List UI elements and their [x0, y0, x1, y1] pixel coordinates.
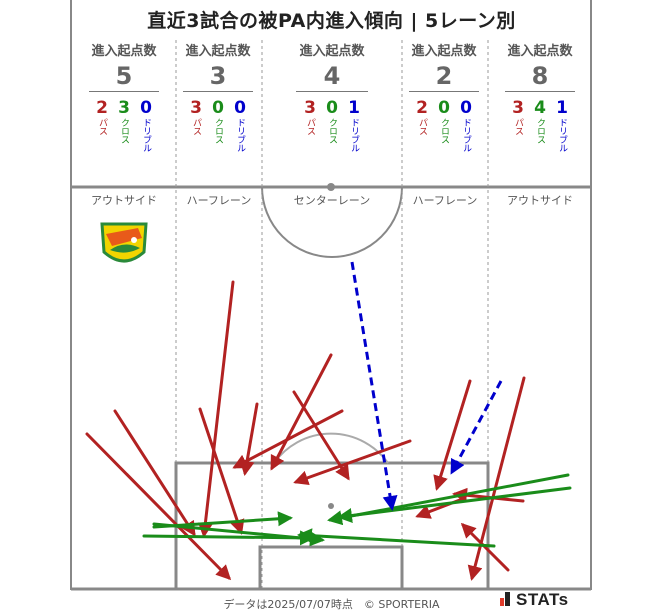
- jef-united-crest-icon: [100, 222, 148, 263]
- lane-divider: [409, 91, 479, 92]
- goal-area: [258, 545, 404, 591]
- cross-arrow: [337, 486, 572, 523]
- dribble-count: 1: [556, 98, 568, 118]
- penalty-spot: [328, 503, 334, 509]
- pass-arrow: [198, 407, 245, 535]
- center-spot: [327, 183, 335, 191]
- stats-logo-icon: [500, 591, 512, 606]
- pass-arrow: [232, 409, 344, 469]
- pass-count: 3: [512, 98, 524, 118]
- lane-divider: [183, 91, 253, 92]
- dribble-count: 1: [348, 98, 360, 118]
- cross-arrow: [142, 530, 315, 546]
- cross-label: クロス: [535, 118, 545, 144]
- cross-count: 3: [118, 98, 130, 118]
- pass-arrow: [292, 390, 350, 481]
- dribble-count: 0: [140, 98, 152, 118]
- pass-arrow: [270, 353, 333, 471]
- pass-count: 2: [416, 98, 428, 118]
- dribble-arrow: [450, 380, 503, 475]
- brand-logo: STATs: [500, 590, 569, 610]
- footer-note: データは2025/07/07時点 © SPORTERIA: [223, 598, 440, 611]
- lane-name-outside-right: アウトサイド: [507, 194, 573, 207]
- pass-label: パス: [417, 118, 427, 135]
- lane-count: 5: [115, 62, 133, 90]
- pass-arrow: [467, 376, 526, 581]
- dribble-count: 0: [460, 98, 472, 118]
- lane-summary-4: 進入起点数 2 2 パス 0 クロス 0 ドリブル: [402, 40, 486, 152]
- pass-arrow: [433, 379, 472, 491]
- cross-count: 0: [326, 98, 338, 118]
- lane-head: 進入起点数: [411, 44, 477, 59]
- pass-label: パス: [513, 118, 523, 135]
- lane-count: 3: [209, 62, 227, 90]
- pass-arrow: [460, 522, 510, 572]
- lane-name-outside-left: アウトサイド: [91, 194, 157, 207]
- lane-summary-2: 進入起点数 3 3 パス 0 クロス 0 ドリブル: [176, 40, 260, 152]
- lane-name-halfspace-left: ハーフレーン: [186, 194, 252, 207]
- dribble-arrow: [350, 261, 398, 511]
- pass-arrow: [113, 409, 196, 537]
- cross-label: クロス: [327, 118, 337, 144]
- pass-count: 2: [96, 98, 108, 118]
- cross-arrow: [297, 528, 496, 548]
- dribble-label: ドリブル: [349, 118, 359, 152]
- cross-count: 0: [438, 98, 450, 118]
- dribble-label: ドリブル: [235, 118, 245, 152]
- pass-label: パス: [97, 118, 107, 135]
- pass-arrow: [293, 439, 412, 485]
- lane-summary-1: 進入起点数 5 2 パス 3 クロス 0 ドリブル: [78, 40, 170, 152]
- lane-head: 進入起点数: [299, 44, 365, 59]
- pass-count: 3: [304, 98, 316, 118]
- pass-label: パス: [191, 118, 201, 135]
- cross-count: 0: [212, 98, 224, 118]
- lane-summary-5: 進入起点数 8 3 パス 4 クロス 1 ドリブル: [494, 40, 586, 152]
- lane-divider: [505, 91, 575, 92]
- lane-name-center: センターレーン: [293, 194, 371, 207]
- dribble-label: ドリブル: [461, 118, 471, 152]
- lane-divider: [296, 91, 368, 92]
- lane-name-halfspace-right: ハーフレーン: [412, 194, 478, 207]
- lane-head: 進入起点数: [185, 44, 251, 59]
- brand-name: STATs: [516, 590, 569, 609]
- center-circle-arc: [261, 186, 403, 258]
- chart-title: 直近3試合の被PA内進入傾向 | 5レーン別: [147, 10, 516, 32]
- cross-count: 4: [534, 98, 546, 118]
- pass-count: 3: [190, 98, 202, 118]
- cross-label: クロス: [213, 118, 223, 144]
- lane-count: 2: [435, 62, 453, 90]
- lane-head: 進入起点数: [91, 44, 157, 59]
- lane-count: 4: [323, 62, 341, 90]
- cross-label: クロス: [439, 118, 449, 144]
- dribble-count: 0: [234, 98, 246, 118]
- lane-count: 8: [531, 62, 549, 90]
- pass-arrow: [197, 280, 235, 538]
- dribble-label: ドリブル: [141, 118, 151, 152]
- pass-arrow: [85, 432, 232, 581]
- penalty-arc: [273, 432, 389, 464]
- lane-summary-3: 進入起点数 4 3 パス 0 クロス 1 ドリブル: [262, 40, 402, 152]
- cross-label: クロス: [119, 118, 129, 144]
- dribble-label: ドリブル: [557, 118, 567, 152]
- lane-head: 進入起点数: [507, 44, 573, 59]
- pass-label: パス: [305, 118, 315, 135]
- lane-divider: [89, 91, 159, 92]
